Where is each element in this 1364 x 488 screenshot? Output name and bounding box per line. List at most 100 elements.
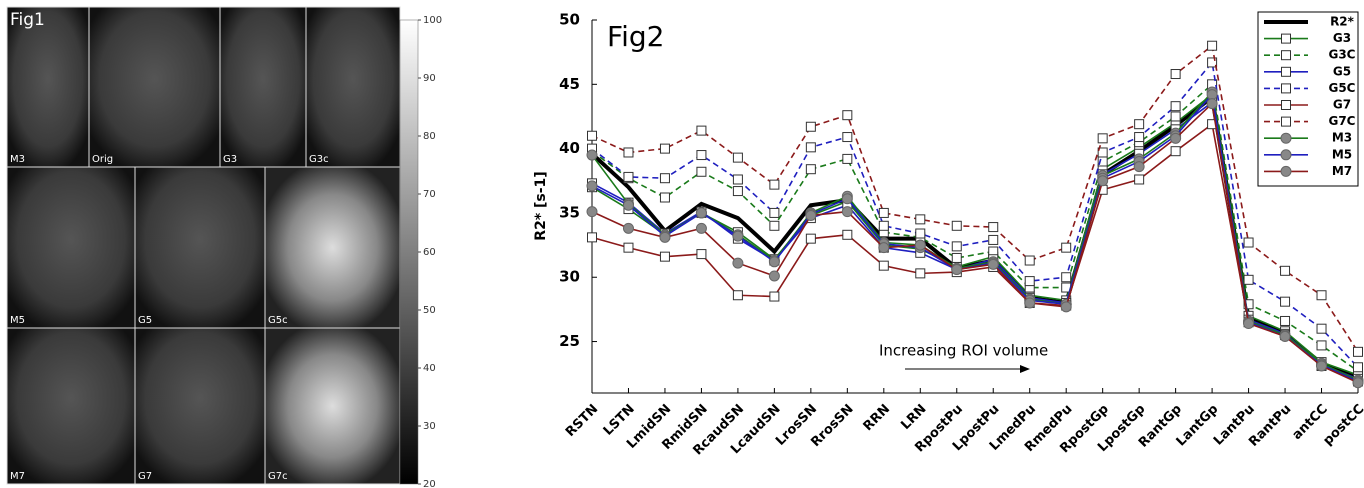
marker (696, 125, 707, 136)
series-line (591, 92, 1359, 383)
marker (842, 153, 853, 164)
marker (587, 232, 597, 243)
marker (805, 142, 816, 153)
panel-label: Orig (92, 154, 113, 165)
marker (841, 206, 853, 218)
image-panel (264, 166, 401, 329)
marker (842, 110, 853, 121)
marker (732, 174, 743, 185)
marker (1281, 50, 1291, 61)
marker (1316, 340, 1327, 351)
marker (842, 229, 853, 240)
marker (1060, 301, 1072, 313)
y-axis-label: R2* [s-1] (533, 171, 549, 240)
marker (988, 222, 999, 233)
marker (623, 242, 634, 253)
marker (1133, 161, 1145, 173)
marker (1170, 101, 1181, 112)
marker (915, 214, 926, 225)
image-panel (6, 166, 136, 329)
image-panel (6, 6, 90, 168)
marker (915, 268, 926, 279)
series-line (591, 44, 1359, 353)
marker (1170, 69, 1181, 80)
legend-box (1257, 11, 1359, 187)
image-panel (264, 327, 401, 485)
colorbar-tick-label: 100 (423, 15, 442, 26)
chart-title: Fig2 (607, 20, 664, 53)
marker (1281, 33, 1291, 44)
y-tick-label: 45 (559, 75, 580, 93)
colorbar-tick-label: 40 (423, 363, 436, 374)
marker (1316, 323, 1327, 334)
marker (659, 251, 670, 262)
marker (1097, 133, 1108, 144)
marker (659, 231, 671, 243)
marker (1206, 98, 1218, 110)
series-line (591, 60, 1359, 368)
panel-label: G3c (309, 154, 329, 165)
series-line (591, 82, 1359, 372)
legend-label: G7C (1328, 114, 1355, 128)
colorbar-tick-label: 30 (423, 421, 436, 432)
marker (623, 171, 634, 182)
series-line (591, 101, 1359, 384)
marker (1353, 346, 1363, 357)
marker (878, 207, 889, 218)
annotation: Increasing ROI volume (879, 342, 1048, 360)
marker (696, 249, 707, 260)
image-panel (88, 6, 221, 168)
colorbar-tick-label: 70 (423, 189, 436, 200)
panel-label: G7c (268, 471, 288, 482)
image-panel (305, 6, 401, 168)
figure-title: Fig1 (10, 10, 45, 30)
image-panel (134, 166, 266, 329)
colorbar-tick-label: 80 (423, 131, 436, 142)
marker (1352, 377, 1364, 389)
marker (1279, 330, 1291, 342)
marker (586, 180, 598, 192)
image-panel (219, 6, 307, 168)
series-line (591, 100, 1359, 380)
marker (586, 206, 598, 218)
marker (1353, 362, 1363, 373)
marker (1061, 272, 1072, 283)
marker (1207, 57, 1218, 68)
marker (1280, 315, 1291, 326)
legend-label: G3C (1328, 48, 1355, 62)
panel-label: G5c (268, 315, 288, 326)
marker (696, 166, 707, 177)
marker (878, 220, 889, 231)
series-line (590, 93, 1359, 380)
series (587, 40, 1363, 357)
legend-label: G7 (1333, 98, 1351, 112)
panel-label: M5 (10, 315, 25, 326)
marker (1281, 66, 1291, 77)
marker (1280, 165, 1292, 177)
image-panel (6, 327, 136, 485)
legend-label: M5 (1332, 147, 1352, 161)
marker (696, 150, 707, 161)
colorbar-tick-label: 60 (423, 247, 436, 258)
marker (914, 239, 926, 251)
panel-label: M7 (10, 471, 25, 482)
marker (1170, 132, 1182, 144)
annotation-arrowhead (1020, 365, 1030, 373)
series-line (591, 93, 1359, 376)
marker (1281, 116, 1291, 127)
marker (1097, 175, 1109, 187)
marker (732, 152, 743, 163)
marker (769, 179, 780, 190)
marker (769, 220, 780, 231)
marker (1061, 242, 1072, 253)
marker (1316, 290, 1327, 301)
marker (1243, 274, 1254, 285)
marker (1206, 89, 1218, 101)
marker (841, 193, 853, 205)
series-line (591, 122, 1359, 383)
marker (768, 270, 780, 282)
marker (878, 242, 890, 254)
marker (951, 220, 962, 231)
x-tick-label: RSTN (563, 402, 601, 440)
